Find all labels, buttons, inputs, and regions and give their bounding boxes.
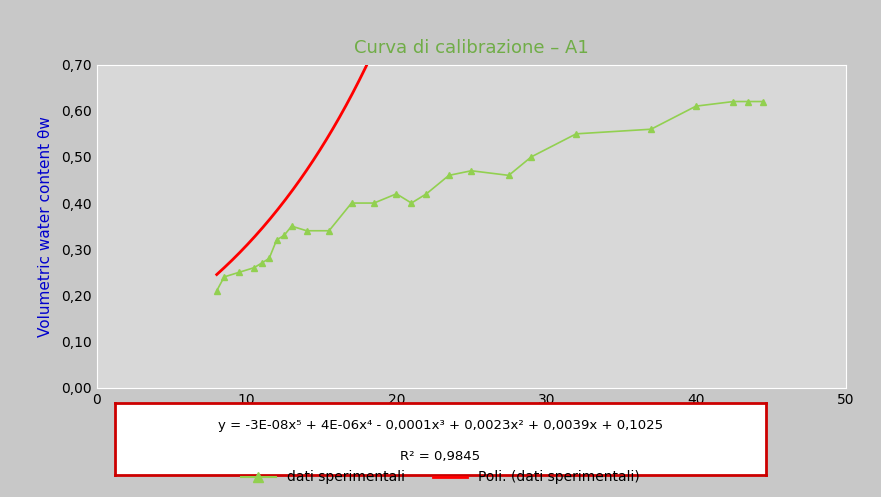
Text: y = -3E-08x⁵ + 4E-06x⁴ - 0,0001x³ + 0,0023x² + 0,0039x + 0,1025: y = -3E-08x⁵ + 4E-06x⁴ - 0,0001x³ + 0,00… <box>218 419 663 432</box>
X-axis label: Dialetric constant Ka: Dialetric constant Ka <box>391 412 552 427</box>
Legend: dati sperimentali, Poli. (dati sperimentali): dati sperimentali, Poli. (dati speriment… <box>235 465 646 490</box>
Y-axis label: Volumetric water content θw: Volumetric water content θw <box>38 116 53 336</box>
Text: R² = 0,9845: R² = 0,9845 <box>401 450 480 463</box>
Title: Curva di calibrazione – A1: Curva di calibrazione – A1 <box>354 39 589 58</box>
